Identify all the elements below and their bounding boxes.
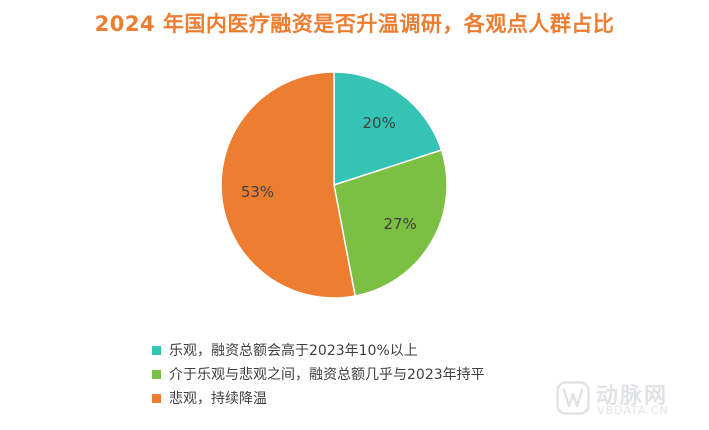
- watermark-url: VBDATA.CN: [597, 404, 669, 417]
- legend-label-optimistic: 乐观，融资总额会高于2023年10%以上: [169, 343, 418, 359]
- legend-swatch-pessimistic: [152, 393, 161, 403]
- data-label-neutral: 27%: [383, 215, 416, 233]
- vb-logo-icon: [556, 381, 590, 415]
- watermark: 动脉网 VBDATA.CN: [556, 378, 700, 418]
- legend-label-pessimistic: 悲观，持续降温: [169, 391, 267, 407]
- legend-swatch-neutral: [152, 369, 161, 379]
- pie-slice-optimistic: [333, 71, 443, 186]
- chart-legend: 乐观，融资总额会高于2023年10%以上 介于乐观与悲观之间，融资总额几乎与20…: [152, 338, 485, 410]
- legend-swatch-optimistic: [152, 345, 161, 355]
- watermark-brand-name: 动脉网: [596, 384, 669, 409]
- chart-title: 2024 年国内医疗融资是否升温调研，各观点人群占比: [94, 12, 615, 36]
- legend-item-optimistic: 乐观，融资总额会高于2023年10%以上: [152, 338, 485, 362]
- data-label-optimistic: 20%: [362, 114, 395, 132]
- pie-slice-neutral: [333, 149, 448, 297]
- legend-item-neutral: 介于乐观与悲观之间，融资总额几乎与2023年持平: [152, 362, 485, 386]
- data-label-pessimistic: 53%: [241, 183, 274, 201]
- pie-slice-pessimistic: [220, 71, 356, 299]
- legend-item-pessimistic: 悲观，持续降温: [152, 386, 485, 410]
- legend-label-neutral: 介于乐观与悲观之间，融资总额几乎与2023年持平: [169, 367, 485, 383]
